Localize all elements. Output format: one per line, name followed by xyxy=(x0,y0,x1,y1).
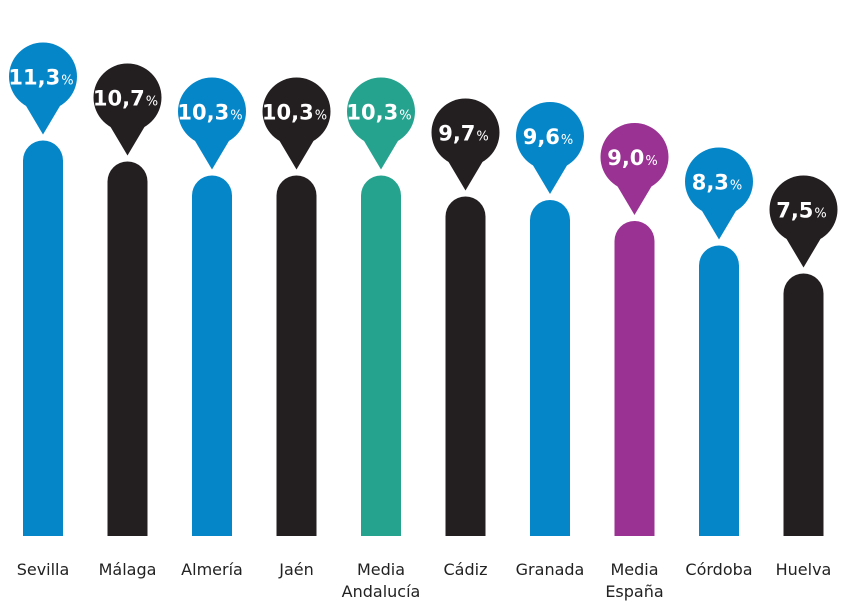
bubble-pointer xyxy=(700,207,738,240)
value-bubble: 7,5% xyxy=(769,175,838,268)
bars-group xyxy=(23,140,824,537)
value-bubble: 10,7% xyxy=(93,63,162,156)
value-label: 9,7% xyxy=(438,122,489,146)
value-label: 10,3% xyxy=(262,101,327,125)
category-label: Granada xyxy=(516,560,585,579)
bar xyxy=(783,273,824,536)
bubble-circle xyxy=(178,77,246,146)
value-label: 9,6% xyxy=(523,125,574,149)
category-labels-group: Sevilla Málaga Almería Jaén Media Andalucía Cá… xyxy=(17,560,832,601)
value-label: 10,7% xyxy=(93,87,158,111)
bubble-pointer xyxy=(277,137,316,170)
value-bubbles-group: 11,3% 10,7% 10,3% 10,3% 10,3% 9,7% 9,6% 9,0% 8,3… xyxy=(8,42,838,268)
value-bubble: 9,0% xyxy=(600,123,669,215)
bar xyxy=(361,175,402,537)
bubble-circle xyxy=(516,102,584,170)
bubble-circle xyxy=(685,147,753,216)
category-label: Sevilla xyxy=(17,560,70,579)
bubble-pointer xyxy=(531,162,569,194)
value-label: 10,3% xyxy=(346,101,411,125)
value-label: 11,3% xyxy=(8,66,73,90)
bar xyxy=(276,175,317,537)
value-label: 10,3% xyxy=(177,101,242,125)
category-label: Almería xyxy=(181,560,243,579)
bubble-circle xyxy=(9,42,77,111)
bubble-pointer xyxy=(193,137,231,170)
bubble-pointer xyxy=(446,158,485,191)
value-label: 8,3% xyxy=(692,171,743,195)
bubble-circle xyxy=(93,63,162,132)
value-bubble: 10,3% xyxy=(346,77,415,170)
value-bubble: 10,3% xyxy=(262,77,331,170)
bar xyxy=(614,221,655,536)
bar xyxy=(23,140,63,537)
bubble-pointer xyxy=(362,137,400,170)
value-label: 7,5% xyxy=(776,199,827,223)
category-label: Media Andalucía xyxy=(342,560,421,601)
bubble-pointer xyxy=(615,183,654,215)
bar xyxy=(192,175,232,537)
bar xyxy=(699,245,739,537)
value-bubble: 9,6% xyxy=(516,102,584,194)
bar xyxy=(107,161,148,536)
category-label: Málaga xyxy=(99,560,157,579)
bubble-circle xyxy=(600,123,669,191)
bubble-pointer xyxy=(108,123,147,156)
bubble-circle xyxy=(262,77,331,146)
bubble-pointer xyxy=(24,102,62,135)
bar xyxy=(530,200,570,536)
value-bubble: 11,3% xyxy=(8,42,77,135)
category-label: Jaén xyxy=(278,560,314,579)
bubble-circle xyxy=(431,98,500,167)
value-bubble: 8,3% xyxy=(685,147,753,240)
value-bubble: 9,7% xyxy=(431,98,500,191)
bar xyxy=(445,196,486,536)
bubble-circle xyxy=(347,77,415,146)
category-label: Cádiz xyxy=(444,560,488,579)
category-label: Media España xyxy=(605,560,663,601)
value-bubble: 10,3% xyxy=(177,77,246,170)
bubble-pointer xyxy=(784,235,823,268)
value-label: 9,0% xyxy=(607,146,658,170)
category-label: Huelva xyxy=(776,560,832,579)
bubble-circle xyxy=(769,175,838,244)
category-label: Córdoba xyxy=(685,560,752,579)
